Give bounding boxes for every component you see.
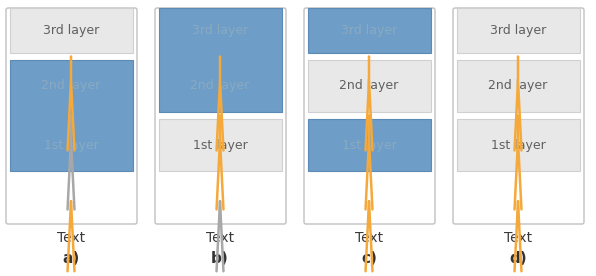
Text: 2nd layer: 2nd layer — [339, 79, 399, 92]
FancyBboxPatch shape — [308, 119, 431, 171]
Text: Text: Text — [206, 231, 234, 245]
FancyBboxPatch shape — [308, 8, 431, 53]
Text: 1st layer: 1st layer — [342, 139, 396, 152]
FancyBboxPatch shape — [10, 8, 133, 53]
Text: 3rd layer: 3rd layer — [43, 24, 99, 37]
Text: 1st layer: 1st layer — [491, 139, 545, 152]
FancyBboxPatch shape — [6, 8, 137, 224]
FancyBboxPatch shape — [457, 8, 580, 53]
FancyBboxPatch shape — [159, 119, 282, 171]
Text: Text: Text — [504, 231, 532, 245]
Text: 2nd layer: 2nd layer — [488, 79, 548, 92]
FancyBboxPatch shape — [304, 8, 435, 224]
FancyBboxPatch shape — [308, 60, 431, 112]
FancyBboxPatch shape — [453, 8, 584, 224]
Text: 3rd layer: 3rd layer — [192, 24, 248, 37]
Text: d): d) — [509, 251, 527, 266]
FancyBboxPatch shape — [159, 8, 282, 112]
FancyBboxPatch shape — [10, 60, 133, 171]
Text: c): c) — [361, 251, 377, 266]
Text: a): a) — [63, 251, 80, 266]
Text: 1st layer: 1st layer — [193, 139, 247, 152]
Text: Text: Text — [57, 231, 85, 245]
FancyBboxPatch shape — [457, 119, 580, 171]
Text: b): b) — [211, 251, 229, 266]
Text: Text: Text — [355, 231, 383, 245]
Text: 2nd layer: 2nd layer — [190, 79, 250, 92]
Text: 1st layer: 1st layer — [44, 139, 98, 152]
Text: 3rd layer: 3rd layer — [490, 24, 546, 37]
Text: 3rd layer: 3rd layer — [341, 24, 397, 37]
Text: 2nd layer: 2nd layer — [41, 79, 101, 92]
FancyBboxPatch shape — [457, 60, 580, 112]
FancyBboxPatch shape — [155, 8, 286, 224]
